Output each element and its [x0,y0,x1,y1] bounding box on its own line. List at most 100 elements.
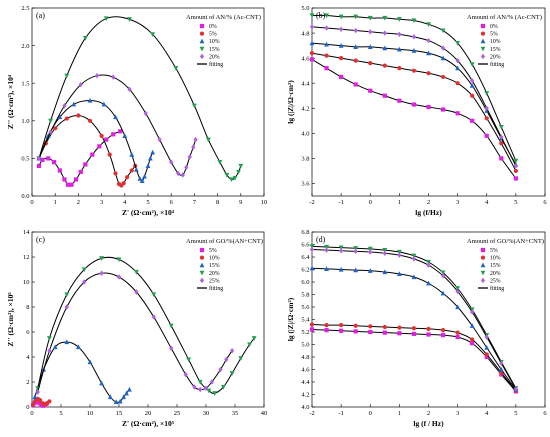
legend-marker [199,31,205,36]
y-tick-label: 5.0 [301,342,309,349]
data-point [173,66,179,71]
x-tick-label: 3 [456,410,459,417]
panel-label: (a) [36,11,45,20]
series-4 [309,24,518,169]
data-point [469,83,475,88]
data-point [53,126,58,131]
data-point [426,50,431,56]
legend-entry: fitting [209,61,223,68]
x-tick-label: 2 [77,199,80,206]
data-point [134,167,139,172]
legend-entry: fitting [490,61,504,68]
legend-entry: 10% [490,256,501,262]
data-point [455,330,460,335]
data-point [309,327,315,332]
series-0 [309,327,518,394]
data-point [62,177,67,182]
data-point [499,134,504,140]
data-point [339,26,344,33]
data-point [338,14,344,20]
x-tick-label: 9 [239,199,242,206]
data-point [113,171,118,176]
data-point [382,330,387,335]
data-point [455,65,461,71]
x-tick-label: -1 [338,199,343,206]
legend-entry: 5% [490,32,498,38]
data-point [324,244,329,250]
data-point [353,267,359,273]
data-point [64,304,69,310]
x-tick-label: 4 [485,410,489,417]
data-point [368,329,373,335]
data-point [157,136,162,143]
legend-entry: 25% [209,278,220,284]
data-point [382,250,387,256]
legend-entry: 25% [490,278,501,284]
panel-1 [309,7,546,197]
x-axis-label: Z' (Ω·cm²), ×10⁴ [122,208,175,217]
data-point [338,245,344,251]
data-point [411,48,417,53]
data-point [97,144,102,149]
data-point [113,114,118,120]
data-point [440,107,446,112]
legend-entry: 15% [209,47,220,53]
data-point [470,93,475,98]
data-point [368,61,373,66]
data-point [455,81,460,86]
x-tick-label: 3 [100,199,103,206]
y-axis-label: Z'' (Ω·cm²), ×10⁴ [6,74,15,129]
legend-entry: 5% [209,248,217,254]
data-point [111,74,116,80]
series-2 [32,339,132,405]
x-axis-label: lg (f / Hz) [413,419,444,428]
data-point [76,344,81,350]
data-point [186,357,191,363]
legend-marker [199,38,205,44]
data-point [411,34,417,40]
data-point [82,35,88,41]
data-point [205,137,211,143]
data-point [169,345,174,351]
data-point [35,389,40,395]
data-point [338,43,344,48]
data-point [82,279,87,285]
data-point [118,129,123,134]
data-point [64,339,70,345]
data-point [440,74,446,80]
y-tick-label: 6.4 [301,254,310,261]
data-point [209,379,214,385]
legend-entry: 20% [490,54,501,60]
data-point [197,379,203,385]
data-point [129,168,134,173]
data-point [324,53,329,58]
data-point [324,41,329,47]
y-axis-label: Z'' (Ω·cm²), ×10⁵ [6,292,15,347]
data-point [151,314,156,320]
y-axis-label: lg (|Z|/Ω·cm²) [286,297,295,341]
data-point [411,18,417,24]
data-point [31,402,36,407]
data-point [134,289,139,295]
data-point [339,74,344,80]
y-tick-label: 2 [26,379,29,386]
x-tick-label: 5 [146,199,149,206]
data-point [169,159,174,165]
legend-entry: 5% [490,248,498,254]
data-point [426,262,431,268]
y-tick-label: 6.8 [301,229,309,236]
data-point [147,155,153,161]
y-tick-label: 10 [23,279,30,286]
data-point [382,63,387,68]
data-point [224,356,229,363]
data-point [184,164,189,171]
data-point [397,98,402,103]
data-point [101,101,107,107]
y-tick-label: 6.0 [301,279,309,286]
data-point [38,398,43,403]
data-point [484,91,490,96]
y-tick-label: 5.8 [301,292,309,299]
y-tick-label: 4.2 [301,105,309,112]
x-tick-label: 1 [398,199,401,206]
series-3 [36,16,244,183]
